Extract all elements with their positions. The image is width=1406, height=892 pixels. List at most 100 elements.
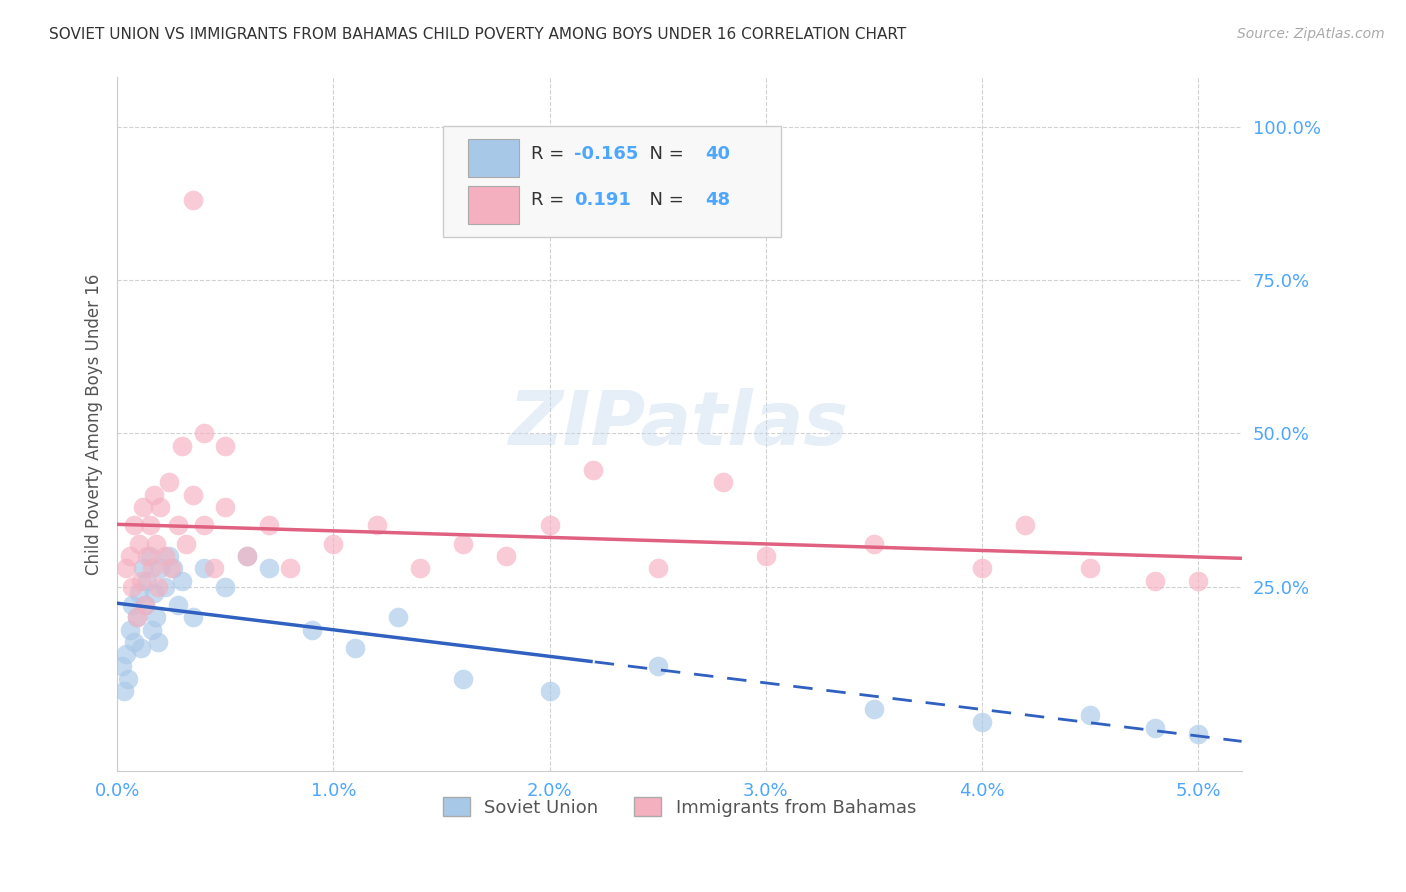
Text: -0.165: -0.165 [574,145,638,162]
Point [409,561,432,575]
Point [134,598,156,612]
Point [136,574,159,588]
Point [124,518,146,533]
Point [755,549,778,563]
Point [162,561,184,575]
Point [120,623,142,637]
Point [115,647,138,661]
Point [451,672,474,686]
Point [538,684,561,698]
Point [148,580,170,594]
Point [301,623,323,637]
Point [142,586,165,600]
Point [181,488,204,502]
Point [125,610,148,624]
Point [236,549,259,563]
Point [110,659,132,673]
Point [322,537,344,551]
Point [193,561,215,575]
Point [157,549,180,563]
Point [972,714,994,729]
Point [157,475,180,490]
Point [170,438,193,452]
Text: 48: 48 [706,191,730,210]
Point [495,549,517,563]
Point [647,659,669,673]
Point [387,610,409,624]
Point [1078,708,1101,723]
Point [121,580,143,594]
Point [236,549,259,563]
Point [145,610,167,624]
Point [136,549,159,563]
Point [257,518,280,533]
Point [647,561,669,575]
Point [128,537,150,551]
Point [451,537,474,551]
Point [863,702,886,716]
Point [344,640,367,655]
Text: ZIPatlas: ZIPatlas [509,387,849,460]
Point [141,561,163,575]
Point [1187,727,1209,741]
Point [125,610,148,624]
Point [148,635,170,649]
Text: R =: R = [531,191,569,210]
Point [129,574,152,588]
Point [257,561,280,575]
Point [863,537,886,551]
Point [214,500,236,514]
Y-axis label: Child Poverty Among Boys Under 16: Child Poverty Among Boys Under 16 [86,273,103,574]
Text: N =: N = [638,191,689,210]
FancyBboxPatch shape [468,139,519,178]
Text: SOVIET UNION VS IMMIGRANTS FROM BAHAMAS CHILD POVERTY AMONG BOYS UNDER 16 CORREL: SOVIET UNION VS IMMIGRANTS FROM BAHAMAS … [49,27,907,42]
Point [166,518,188,533]
Point [193,518,215,533]
Point [153,580,176,594]
FancyBboxPatch shape [443,126,780,237]
Point [142,488,165,502]
Point [112,684,135,698]
Point [1187,574,1209,588]
Point [138,549,160,563]
Point [132,500,155,514]
FancyBboxPatch shape [468,186,519,224]
Point [145,537,167,551]
Point [132,561,155,575]
Point [153,549,176,563]
Legend: Soviet Union, Immigrants from Bahamas: Soviet Union, Immigrants from Bahamas [436,790,924,824]
Point [134,598,156,612]
Point [124,635,146,649]
Point [1014,518,1036,533]
Point [582,463,605,477]
Point [160,561,183,575]
Text: 0.191: 0.191 [574,191,630,210]
Point [115,561,138,575]
Point [128,586,150,600]
Point [176,537,198,551]
Point [121,598,143,612]
Point [181,610,204,624]
Point [538,518,561,533]
Point [141,623,163,637]
Point [366,518,388,533]
Point [1144,574,1167,588]
Point [149,561,172,575]
Point [214,580,236,594]
Point [278,561,301,575]
Point [711,475,734,490]
Point [1078,561,1101,575]
Text: 40: 40 [706,145,730,162]
Text: R =: R = [531,145,569,162]
Point [181,193,204,207]
Point [117,672,139,686]
Point [166,598,188,612]
Point [120,549,142,563]
Text: N =: N = [638,145,689,162]
Point [129,640,152,655]
Point [138,518,160,533]
Point [204,561,226,575]
Point [214,438,236,452]
Point [149,500,172,514]
Point [170,574,193,588]
